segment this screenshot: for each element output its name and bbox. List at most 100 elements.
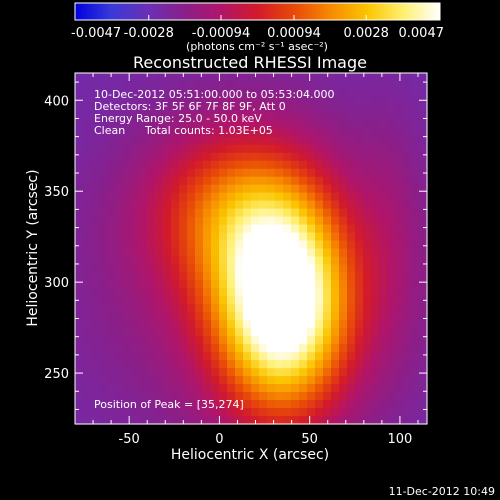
heatmap-cell bbox=[339, 160, 348, 170]
heatmap-cell bbox=[139, 312, 148, 321]
heatmap-cell bbox=[83, 312, 92, 321]
heatmap-cell bbox=[355, 256, 364, 266]
heatmap-cell bbox=[299, 264, 308, 274]
heatmap-cell bbox=[227, 168, 236, 178]
heatmap-cell bbox=[75, 216, 84, 226]
clean-text: Clean bbox=[94, 124, 125, 137]
heatmap-cell bbox=[99, 352, 108, 361]
heatmap-cell bbox=[371, 152, 380, 162]
heatmap-cell bbox=[139, 352, 148, 361]
heatmap-cell bbox=[147, 216, 156, 226]
heatmap-cell bbox=[203, 128, 212, 138]
heatmap-cell bbox=[163, 344, 172, 353]
heatmap-cell bbox=[259, 248, 268, 258]
heatmap-cell bbox=[299, 352, 308, 361]
heatmap-cell bbox=[283, 320, 292, 329]
heatmap-cell bbox=[315, 336, 324, 345]
heatmap-cell bbox=[411, 288, 420, 297]
heatmap-cell bbox=[259, 288, 268, 297]
heatmap-cell bbox=[387, 384, 396, 393]
heatmap-cell bbox=[187, 112, 196, 122]
heatmap-cell bbox=[419, 128, 428, 138]
heatmap-cell bbox=[203, 152, 212, 162]
heatmap-cell bbox=[315, 376, 324, 385]
heatmap-cell bbox=[371, 192, 380, 202]
heatmap-cell bbox=[155, 128, 164, 138]
heatmap-cell bbox=[75, 344, 84, 353]
heatmap-cell bbox=[411, 280, 420, 289]
heatmap-cell bbox=[395, 168, 404, 178]
heatmap-cell bbox=[211, 208, 220, 218]
heatmap-cell bbox=[227, 304, 236, 313]
heatmap-cell bbox=[259, 136, 268, 146]
heatmap-cell bbox=[315, 312, 324, 321]
heatmap-cell bbox=[299, 240, 308, 250]
heatmap-cell bbox=[371, 344, 380, 353]
heatmap-cell bbox=[75, 112, 84, 122]
heatmap-cell bbox=[75, 336, 84, 345]
heatmap-cell bbox=[259, 328, 268, 337]
heatmap-cell bbox=[379, 248, 388, 258]
heatmap-cell bbox=[371, 112, 380, 122]
heatmap-cell bbox=[267, 184, 276, 194]
heatmap-cell bbox=[75, 152, 84, 162]
heatmap-cell bbox=[123, 152, 132, 162]
heatmap-cell bbox=[331, 184, 340, 194]
heatmap-cell bbox=[339, 88, 348, 98]
heatmap-cell bbox=[291, 272, 300, 282]
heatmap-cell bbox=[91, 224, 100, 234]
heatmap-cell bbox=[171, 152, 180, 162]
heatmap-cell bbox=[387, 392, 396, 401]
heatmap-cell bbox=[387, 104, 396, 114]
heatmap-cell bbox=[267, 80, 276, 90]
heatmap-cell bbox=[195, 368, 204, 377]
heatmap-cell bbox=[387, 208, 396, 218]
heatmap-cell bbox=[291, 216, 300, 226]
heatmap-cell bbox=[387, 312, 396, 321]
heatmap-cell bbox=[75, 248, 84, 258]
heatmap-cell bbox=[131, 112, 140, 122]
heatmap-cell bbox=[403, 400, 412, 409]
heatmap-cell bbox=[107, 128, 116, 138]
heatmap-cell bbox=[331, 96, 340, 106]
heatmap-cell bbox=[323, 256, 332, 266]
heatmap-cell bbox=[171, 368, 180, 377]
heatmap-cell bbox=[291, 184, 300, 194]
heatmap-cell bbox=[387, 304, 396, 313]
heatmap-cell bbox=[419, 320, 428, 329]
heatmap-cell bbox=[403, 312, 412, 321]
heatmap-cell bbox=[131, 88, 140, 98]
heatmap-cell bbox=[131, 392, 140, 401]
heatmap-cell bbox=[323, 288, 332, 297]
heatmap-cell bbox=[107, 80, 116, 90]
heatmap-cell bbox=[99, 200, 108, 210]
heatmap-cell bbox=[235, 80, 244, 90]
heatmap-cell bbox=[259, 352, 268, 361]
heatmap-cell bbox=[131, 224, 140, 234]
y-tick-label: 350 bbox=[44, 185, 69, 200]
heatmap-cell bbox=[267, 384, 276, 393]
heatmap-cell bbox=[419, 336, 428, 345]
heatmap-cell bbox=[251, 400, 260, 409]
heatmap-cell bbox=[75, 208, 84, 218]
heatmap-cell bbox=[235, 376, 244, 385]
heatmap-cell bbox=[115, 144, 124, 154]
heatmap-cell bbox=[187, 168, 196, 178]
heatmap-cell bbox=[83, 128, 92, 138]
heatmap-cell bbox=[347, 73, 356, 82]
heatmap-cell bbox=[243, 312, 252, 321]
heatmap-cell bbox=[315, 232, 324, 242]
heatmap-cell bbox=[259, 240, 268, 250]
heatmap-cell bbox=[259, 368, 268, 377]
heatmap-cell bbox=[179, 160, 188, 170]
heatmap-cell bbox=[251, 152, 260, 162]
heatmap-cell bbox=[91, 232, 100, 242]
heatmap-cell bbox=[299, 248, 308, 258]
heatmap-cell bbox=[187, 104, 196, 114]
heatmap-cell bbox=[171, 400, 180, 409]
heatmap-cell bbox=[395, 200, 404, 210]
heatmap-cell bbox=[371, 216, 380, 226]
heatmap-cell bbox=[211, 184, 220, 194]
heatmap-cell bbox=[99, 160, 108, 170]
heatmap-cell bbox=[131, 232, 140, 242]
